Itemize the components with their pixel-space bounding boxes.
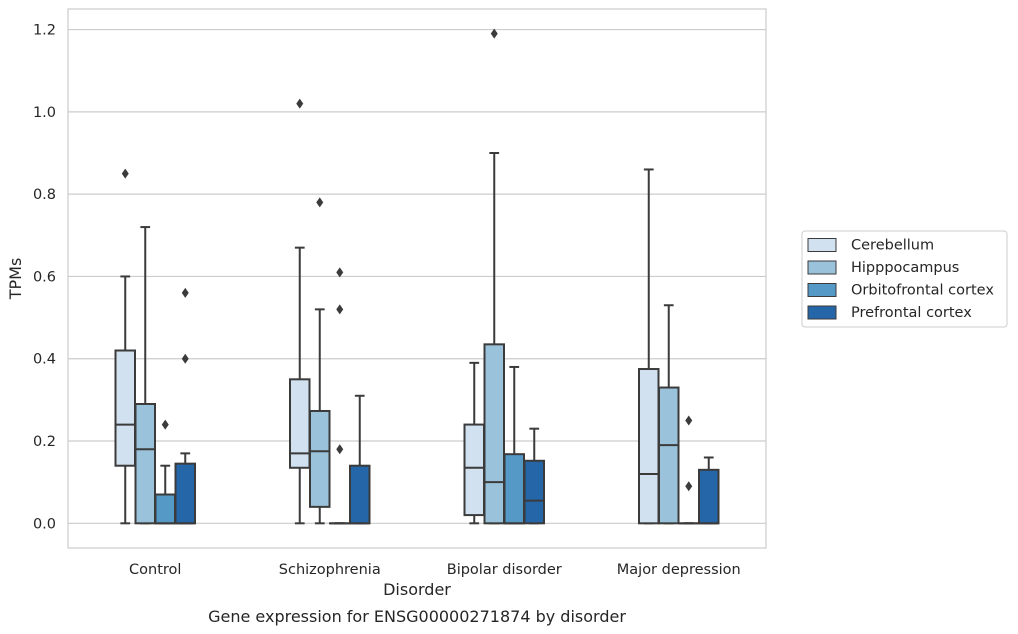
box <box>154 493 176 525</box>
y-tick-label: 0.6 <box>33 269 56 285</box>
y-tick-label: 0.4 <box>33 352 56 368</box>
category-group <box>289 98 371 525</box>
outlier-point <box>336 444 344 455</box>
category-group <box>463 28 545 525</box>
box <box>523 459 545 525</box>
legend-label: Hipppocampus <box>851 260 959 276</box>
y-tick-label: 0.8 <box>33 187 56 203</box>
outlier-point <box>161 419 169 430</box>
box <box>638 368 660 525</box>
x-tick-label: Schizophrenia <box>279 562 381 578</box>
chart-caption: Gene expression for ENSG00000271874 by d… <box>208 607 626 626</box>
x-axis-label: Disorder <box>383 580 451 599</box>
box <box>114 349 136 467</box>
box <box>658 386 680 525</box>
y-tick-label: 0.2 <box>33 434 56 450</box>
outlier-point <box>685 481 693 492</box>
y-tick-labels: 0.0 0.2 0.4 0.6 0.8 1.0 1.2 <box>33 23 56 533</box>
box <box>289 378 311 469</box>
legend-swatch <box>807 238 837 252</box>
box <box>349 464 371 525</box>
outlier-point <box>336 304 344 315</box>
box <box>698 468 720 525</box>
outlier-point <box>181 353 189 364</box>
y-tick-label: 1.0 <box>33 105 56 121</box>
legend-swatch <box>807 260 837 275</box>
x-tick-labels: Control Schizophrenia Bipolar disorder Majo… <box>129 562 741 578</box>
x-tick-label: Control <box>129 562 181 578</box>
legend-label: Orbitofrontal cortex <box>851 283 994 299</box>
y-axis-label: TPMs <box>6 258 25 301</box>
legend-swatch <box>807 305 837 320</box>
x-tick-label: Major depression <box>617 562 741 578</box>
legend-label: Prefrontal cortex <box>851 305 972 321</box>
legend: Cerebellum Hipppocampus Orbitofrontal cort… <box>801 230 1008 328</box>
legend-label: Cerebellum <box>851 238 934 254</box>
box <box>503 453 525 525</box>
box <box>309 409 331 508</box>
outlier-point <box>121 168 129 179</box>
category-group <box>114 168 196 525</box>
y-tick-label: 0.0 <box>33 516 56 532</box>
x-tick-label: Bipolar disorder <box>447 562 562 578</box>
box <box>463 423 485 517</box>
box <box>134 402 156 525</box>
outlier-point <box>181 287 189 298</box>
outlier-point <box>685 415 693 426</box>
outlier-point <box>490 28 498 39</box>
box-groups <box>114 28 720 525</box>
legend-swatch <box>807 283 837 297</box>
box <box>483 343 505 525</box>
y-tick-label: 1.2 <box>33 23 56 39</box>
outlier-point <box>296 98 304 109</box>
category-group <box>638 168 720 525</box>
outlier-point <box>316 197 324 208</box>
outlier-point <box>336 267 344 278</box>
box <box>174 462 196 525</box>
legend-frame <box>801 230 1008 328</box>
